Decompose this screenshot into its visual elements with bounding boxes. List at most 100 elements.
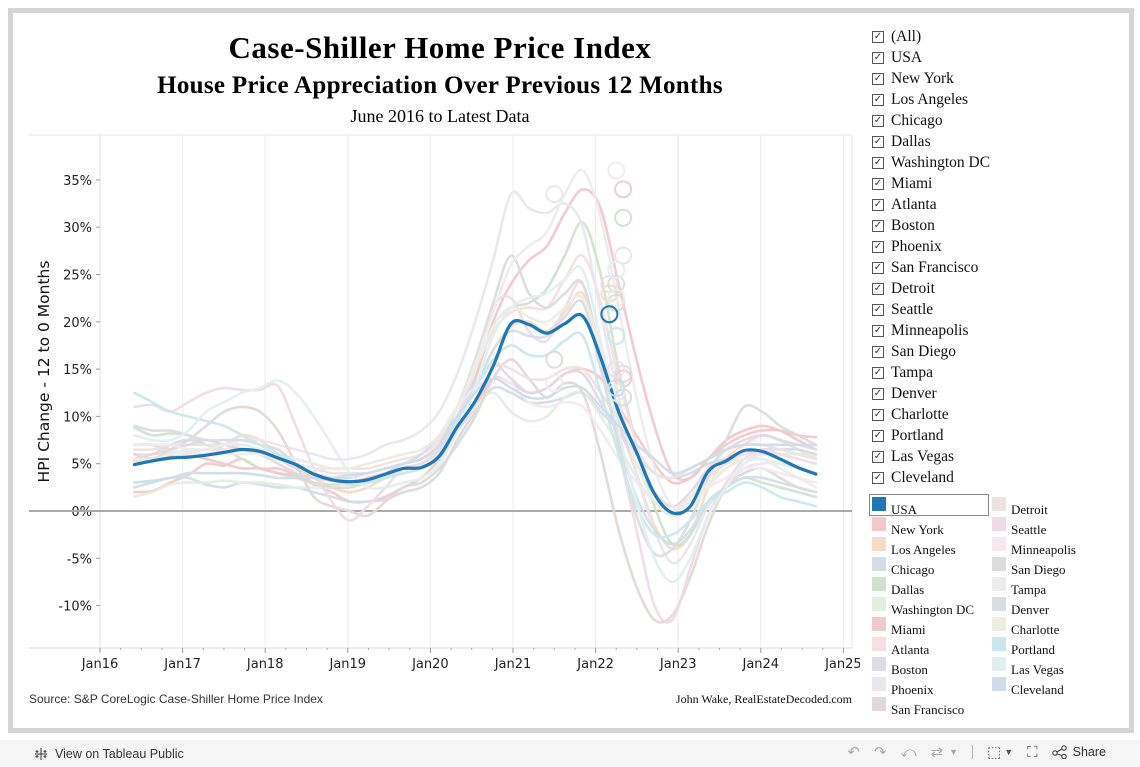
checkbox[interactable]: ✓ — [872, 198, 884, 211]
series-line-cleveland[interactable] — [133, 377, 818, 484]
legend-item[interactable]: San Francisco — [870, 695, 990, 717]
checkbox[interactable]: ✓ — [872, 261, 884, 274]
filter-item[interactable]: ✓ Atlanta — [872, 194, 990, 215]
filter-item[interactable]: ✓ Detroit — [872, 278, 990, 299]
series-line-tampa[interactable] — [133, 168, 818, 512]
filter-item[interactable]: ✓ USA — [872, 47, 990, 68]
checkbox[interactable]: ✓ — [872, 72, 884, 85]
download-button[interactable]: ⬚ ▼ — [987, 743, 1013, 761]
checkbox[interactable]: ✓ — [872, 93, 884, 106]
peak-marker-seattle[interactable] — [600, 274, 619, 293]
filter-item[interactable]: ✓ Cleveland — [872, 467, 990, 488]
legend-item[interactable]: Minneapolis — [990, 535, 1110, 557]
undo-button[interactable]: ↶ — [847, 743, 860, 761]
fullscreen-button[interactable]: ⛶ — [1027, 744, 1038, 761]
legend-item[interactable]: Atlanta — [870, 635, 990, 657]
filter-item[interactable]: ✓ New York — [872, 68, 990, 89]
legend-item[interactable]: Boston — [870, 655, 990, 677]
peak-marker-phoenix[interactable] — [545, 185, 564, 204]
checkbox[interactable]: ✓ — [872, 219, 884, 232]
filter-item[interactable]: ✓ Denver — [872, 383, 990, 404]
series-line-san-francisco[interactable] — [133, 358, 818, 624]
peak-marker-san-diego[interactable] — [607, 274, 626, 293]
legend-item[interactable]: Las Vegas — [990, 655, 1110, 677]
checkbox[interactable]: ✓ — [872, 324, 884, 337]
peak-marker-san-francisco[interactable] — [545, 350, 564, 369]
legend-item[interactable]: New York — [870, 515, 990, 537]
checkbox[interactable]: ✓ — [872, 177, 884, 190]
checkbox[interactable]: ✓ — [872, 450, 884, 463]
checkbox[interactable]: ✓ — [872, 114, 884, 127]
peak-marker-portland[interactable] — [607, 326, 626, 345]
series-line-las-vegas[interactable] — [133, 265, 818, 584]
legend-item[interactable]: USA — [869, 494, 989, 517]
checkbox[interactable]: ✓ — [872, 156, 884, 169]
checkbox[interactable]: ✓ — [872, 51, 884, 64]
share-button[interactable]: Share — [1051, 745, 1106, 759]
filter-item[interactable]: ✓ Seattle — [872, 299, 990, 320]
filter-item[interactable]: ✓ Charlotte — [872, 404, 990, 425]
redo-button[interactable]: ↷ — [874, 743, 887, 761]
filter-item[interactable]: ✓ Minneapolis — [872, 320, 990, 341]
color-legend[interactable]: USA New York Los Angeles Chicago Dallas Washi… — [869, 494, 1110, 717]
refresh-button[interactable]: ⇄ ▼ — [931, 743, 959, 761]
metro-filter[interactable]: ✓ (All) ✓ USA ✓ New York ✓ Los Angeles ✓ Chicago ✓… — [872, 26, 990, 488]
peak-marker-cleveland[interactable] — [607, 379, 626, 398]
legend-item[interactable]: Portland — [990, 635, 1110, 657]
legend-item[interactable]: Dallas — [870, 575, 990, 597]
checkbox[interactable]: ✓ — [872, 366, 884, 379]
checkbox[interactable]: ✓ — [872, 471, 884, 484]
legend-item[interactable]: Tampa — [990, 575, 1110, 597]
filter-item[interactable]: ✓ Dallas — [872, 131, 990, 152]
legend-item[interactable]: Phoenix — [870, 675, 990, 697]
peak-marker-las-vegas[interactable] — [607, 260, 626, 279]
legend-item[interactable]: Miami — [870, 615, 990, 637]
filter-item[interactable]: ✓ Las Vegas — [872, 446, 990, 467]
filter-item[interactable]: ✓ (All) — [872, 26, 990, 47]
peak-marker-charlotte[interactable] — [607, 289, 626, 308]
checkbox[interactable]: ✓ — [872, 135, 884, 148]
filter-item[interactable]: ✓ Portland — [872, 425, 990, 446]
checkbox[interactable]: ✓ — [872, 30, 884, 43]
filter-item[interactable]: ✓ Phoenix — [872, 236, 990, 257]
checkbox[interactable]: ✓ — [872, 345, 884, 358]
checkbox[interactable]: ✓ — [872, 408, 884, 421]
legend-item[interactable]: Detroit — [990, 495, 1110, 517]
revert-button[interactable]: ⤺ — [900, 744, 916, 761]
filter-item[interactable]: ✓ Chicago — [872, 110, 990, 131]
view-on-tableau-link[interactable]: View on Tableau Public — [33, 746, 184, 762]
peak-marker-usa[interactable] — [600, 305, 619, 324]
series-line-usa[interactable] — [132, 312, 818, 516]
legend-item[interactable]: Washington DC — [870, 595, 990, 617]
filter-item[interactable]: ✓ Boston — [872, 215, 990, 236]
series-line-charlotte[interactable] — [133, 294, 818, 518]
legend-item[interactable]: Los Angeles — [870, 535, 990, 557]
peak-marker-minneapolis[interactable] — [545, 374, 564, 393]
date-range: June 2016 to Latest Data — [350, 106, 530, 126]
checkbox[interactable]: ✓ — [872, 303, 884, 316]
filter-item[interactable]: ✓ Los Angeles — [872, 89, 990, 110]
peak-marker-dallas[interactable] — [614, 208, 633, 227]
peak-marker-washington-dc[interactable] — [607, 383, 626, 402]
checkbox[interactable]: ✓ — [872, 240, 884, 253]
filter-item[interactable]: ✓ San Francisco — [872, 257, 990, 278]
peak-marker-tampa[interactable] — [607, 161, 626, 180]
legend-item[interactable]: Denver — [990, 595, 1110, 617]
legend-item[interactable]: Seattle — [990, 515, 1110, 537]
checkbox[interactable]: ✓ — [872, 282, 884, 295]
legend-item[interactable]: Charlotte — [990, 615, 1110, 637]
checkbox[interactable]: ✓ — [872, 429, 884, 442]
series-line-miami[interactable] — [133, 188, 818, 484]
peak-marker-atlanta[interactable] — [614, 246, 633, 265]
line-chart[interactable]: Jan16 Jan17 Jan18 Jan19 Jan20 Jan21 Jan22 Jan23… — [0, 0, 860, 700]
peak-marker-detroit[interactable] — [607, 360, 626, 379]
filter-item[interactable]: ✓ Tampa — [872, 362, 990, 383]
filter-item[interactable]: ✓ San Diego — [872, 341, 990, 362]
legend-item[interactable]: Chicago — [870, 555, 990, 577]
legend-item[interactable]: Cleveland — [990, 675, 1110, 697]
peak-marker-miami[interactable] — [614, 180, 633, 199]
legend-item[interactable]: San Diego — [990, 555, 1110, 577]
checkbox[interactable]: ✓ — [872, 387, 884, 400]
filter-item[interactable]: ✓ Miami — [872, 173, 990, 194]
filter-item[interactable]: ✓ Washington DC — [872, 152, 990, 173]
